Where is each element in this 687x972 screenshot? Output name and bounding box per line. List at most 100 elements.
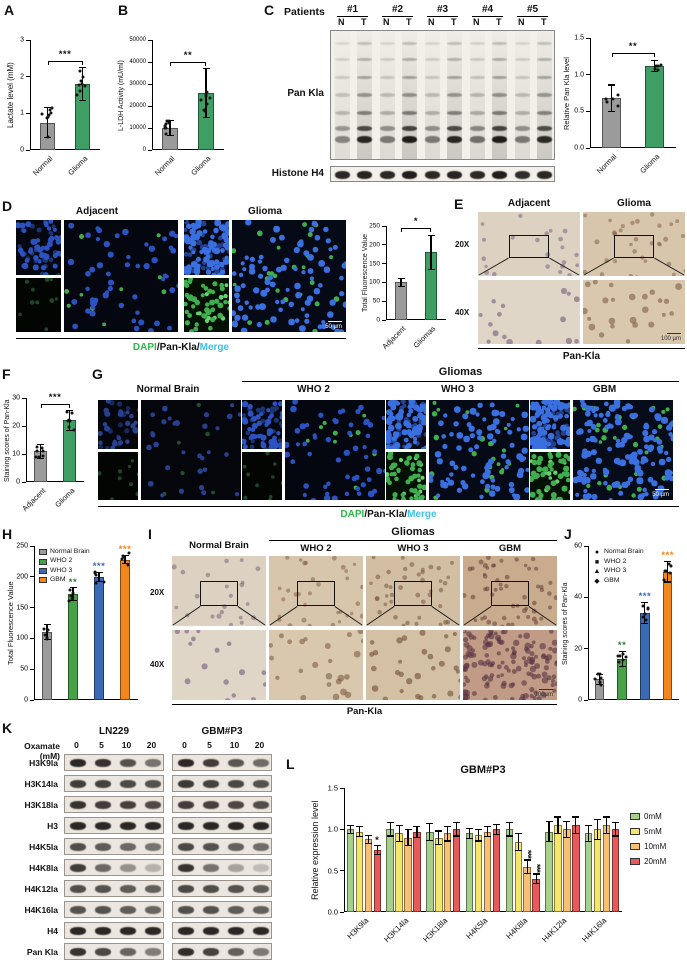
blot-strip	[64, 922, 164, 939]
sw	[39, 558, 47, 565]
band	[447, 136, 462, 144]
ytick: 100	[16, 634, 28, 642]
ytick: 1	[20, 109, 24, 117]
err-c	[612, 822, 620, 824]
legend: ● Normal Brain ■ WHO 2 ▲ WHO 3 ◆ GBM	[593, 548, 644, 584]
lt: WHO 3	[604, 567, 627, 575]
dose-legend: 0mM 5mM 10mM 20mM	[630, 812, 666, 866]
scale-bar	[655, 488, 669, 490]
line	[431, 605, 460, 626]
li: ▲ WHO 3	[593, 567, 644, 575]
err-v	[667, 561, 669, 582]
divider-line	[98, 506, 679, 508]
blot-strip	[64, 859, 164, 876]
dot	[67, 425, 71, 429]
panel-label-I: I	[148, 526, 152, 542]
patient-id: #5	[517, 4, 548, 17]
dapi-image	[530, 400, 570, 449]
gliomas-underline	[242, 381, 679, 383]
err-v	[477, 829, 480, 841]
err-c	[554, 816, 562, 818]
band	[334, 125, 350, 131]
band	[492, 75, 507, 79]
treatment-label: Oxamate (mM)	[24, 741, 60, 761]
panel-F: F 0 10 20 30 Staining scores of Pan-Kla *** Ad…	[2, 366, 90, 524]
sig: **	[68, 576, 78, 588]
connect	[269, 605, 363, 626]
bar	[364, 839, 373, 912]
ytick: 20000	[129, 103, 146, 109]
band	[94, 759, 111, 767]
band	[202, 801, 219, 809]
ytickmark	[340, 828, 344, 830]
band	[357, 136, 372, 144]
zoom-inset-box	[200, 581, 238, 607]
band	[177, 780, 194, 788]
err-c	[603, 816, 611, 818]
dot	[127, 551, 131, 555]
dapi-image	[184, 220, 229, 275]
band	[537, 171, 552, 179]
row-label-40x: 40X	[455, 308, 470, 317]
band	[379, 171, 395, 179]
column-header-gbm: GBM	[498, 543, 522, 554]
plot	[588, 546, 679, 700]
blot-strip	[64, 817, 164, 834]
band	[177, 843, 194, 851]
line	[463, 605, 492, 626]
sig: ***	[521, 849, 533, 858]
err-c	[395, 841, 403, 843]
ytickmark	[26, 149, 30, 151]
err-v	[389, 822, 391, 836]
ytick: 3	[20, 36, 24, 44]
dot	[643, 612, 647, 616]
band	[334, 75, 350, 79]
divider-line	[172, 704, 557, 706]
lt: GBM	[50, 575, 66, 583]
column-header-who3: WHO 3	[397, 543, 429, 554]
err-c	[545, 841, 553, 843]
ytick: 30000	[129, 81, 146, 87]
ytickmark	[148, 39, 152, 41]
band	[492, 125, 507, 131]
dot	[48, 108, 52, 112]
err-v	[548, 821, 550, 842]
caption-segment: /	[156, 342, 160, 353]
dot	[616, 93, 620, 97]
dose-label: 5	[99, 740, 104, 750]
ytickmark	[584, 648, 588, 650]
ihc-40x-image	[269, 630, 363, 700]
dot	[126, 563, 130, 567]
group-header-glioma: Glioma	[248, 206, 282, 217]
dotlayer	[530, 452, 532, 454]
li: Normal Brain	[39, 548, 90, 556]
band	[492, 42, 507, 46]
band	[514, 125, 530, 131]
band	[537, 57, 552, 61]
band	[177, 927, 194, 935]
band	[334, 57, 350, 61]
sw	[630, 858, 640, 865]
band	[402, 57, 417, 61]
band	[379, 93, 395, 97]
lane-label: T	[541, 17, 547, 27]
dotlayer	[184, 278, 186, 280]
band	[402, 136, 417, 144]
sig: **	[628, 41, 638, 52]
dotlayer	[141, 400, 143, 402]
band	[447, 75, 462, 79]
err-v	[407, 829, 409, 846]
ihc-40x-image	[172, 630, 266, 700]
blot-strip	[172, 754, 272, 771]
band	[469, 57, 485, 61]
band	[177, 948, 194, 956]
dot	[70, 411, 74, 415]
ytickmark	[30, 545, 34, 547]
line	[549, 257, 580, 276]
band	[119, 927, 136, 935]
li: 10mM	[630, 842, 666, 851]
err-c	[373, 853, 381, 855]
err-c	[79, 67, 86, 69]
column-header-normal-brain: Normal Brain	[136, 384, 200, 395]
dot	[78, 69, 82, 73]
